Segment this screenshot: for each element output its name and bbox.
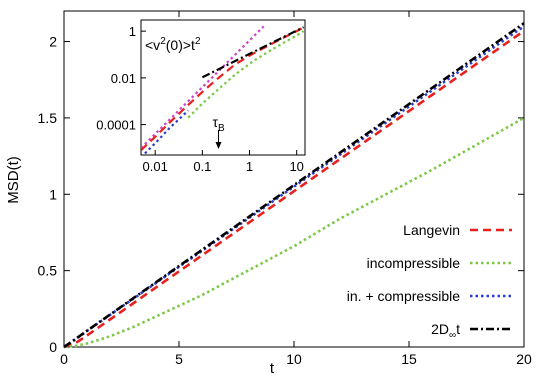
legend-entry-in-compressible: in. + compressible: [347, 288, 512, 304]
x-tick-label: 15: [401, 351, 417, 367]
legend: Langevin incompressible in. + compressible…: [347, 222, 512, 341]
inset-y-tick-label: 1: [129, 24, 136, 39]
y-axis-label: MSD(t): [5, 156, 22, 204]
inset-y-tick-label: 0.01: [111, 71, 136, 86]
inset-series-group: [141, 25, 305, 155]
legend-entry-langevin: Langevin: [403, 222, 512, 238]
inset-y-tick-label: 0.0001: [96, 118, 136, 133]
series-incompressible: [63, 116, 525, 349]
series-in-compressible: [63, 25, 525, 349]
inset-x-tick-label: 0.1: [193, 159, 211, 174]
x-tick-label: 10: [286, 351, 302, 367]
legend-label: Langevin: [403, 222, 460, 238]
inset-x-tick-label: 0.01: [143, 159, 168, 174]
inset-plot: 0.01 0.1 1 10 0.0001 0.01 1 <v2(0)>t2 τB: [96, 19, 306, 174]
ballistic-label: <v2(0)>t2: [145, 36, 201, 53]
legend-label: 2D∞t: [431, 321, 460, 341]
x-tick-label: 0: [60, 351, 68, 367]
x-axis-label: t: [270, 360, 275, 377]
y-tick-label: 1.5: [38, 110, 58, 126]
y-tick-label: 0: [49, 339, 57, 355]
y-tick-label: 0.5: [38, 263, 58, 279]
main-plot: 0 5 10 15 20 0 0.5 1 1.5 2 t MSD(t): [5, 10, 532, 377]
inset-x-tick-label: 1: [246, 159, 253, 174]
inset-frame: [140, 19, 306, 156]
legend-entry-2d-t: 2D∞t: [431, 321, 512, 341]
x-tick-label: 20: [516, 351, 532, 367]
tau-b-label: τB: [213, 114, 226, 134]
series-2d-t: [63, 22, 525, 349]
tau-b-arrowhead: [215, 142, 222, 149]
legend-entry-incompressible: incompressible: [367, 255, 512, 271]
y-tick-label: 1: [49, 186, 57, 202]
legend-label: in. + compressible: [347, 288, 460, 304]
legend-label: incompressible: [367, 255, 461, 271]
x-tick-label: 5: [175, 351, 183, 367]
y-tick-label: 2: [49, 34, 57, 50]
inset-x-tick-label: 10: [289, 159, 303, 174]
